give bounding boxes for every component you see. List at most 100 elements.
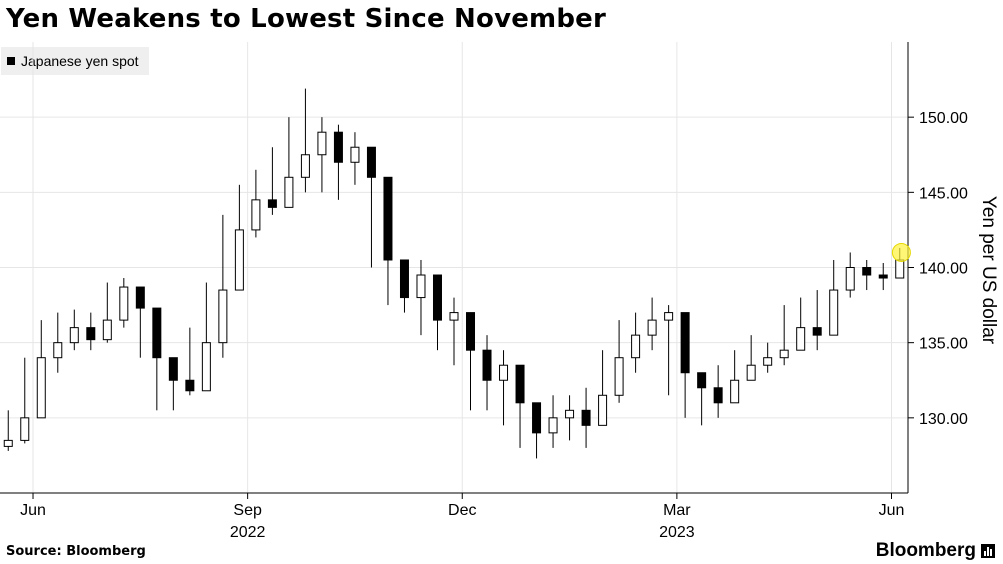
candle	[119, 278, 129, 328]
candle	[168, 357, 178, 411]
candle-body	[251, 199, 261, 231]
candle	[697, 372, 707, 426]
candle-body	[515, 364, 525, 404]
brand-text: Bloomberg	[875, 540, 976, 561]
candle	[548, 395, 558, 448]
candle-body	[829, 289, 839, 336]
x-tick-label: Mar	[663, 502, 691, 519]
candle	[218, 214, 228, 358]
legend: Japanese yen spot	[1, 47, 149, 75]
candle-body	[862, 267, 872, 276]
candle-body	[234, 229, 244, 291]
candle	[135, 286, 145, 358]
candle	[69, 309, 79, 351]
candle-body	[284, 176, 294, 208]
candle-body	[631, 334, 641, 359]
candle-body	[20, 417, 30, 441]
candle	[499, 350, 509, 426]
candle-body	[168, 357, 178, 381]
candle	[779, 305, 789, 366]
candle	[333, 124, 343, 200]
candle-body	[532, 402, 542, 434]
x-axis: Jun Sep Dec Mar Jun 2022 2023	[0, 492, 908, 541]
candle	[3, 410, 13, 451]
candle	[746, 335, 756, 381]
candle-body	[201, 342, 211, 392]
candle	[416, 259, 426, 336]
candle-body	[845, 267, 855, 291]
candle-body	[581, 409, 591, 426]
candle	[152, 307, 162, 411]
candle-body	[697, 372, 707, 389]
candle	[399, 259, 409, 313]
candle-body	[267, 199, 277, 208]
y-tick-label: 135.00	[919, 336, 968, 353]
candle	[796, 297, 806, 351]
candle	[565, 395, 575, 441]
candle	[829, 259, 839, 336]
grid-lines	[0, 42, 908, 493]
candle-body	[466, 312, 476, 351]
candle-body	[565, 409, 575, 419]
candle-body	[713, 387, 723, 404]
candle	[317, 117, 327, 193]
candle	[532, 402, 542, 459]
candle	[201, 282, 211, 392]
candle-body	[119, 286, 129, 321]
candle	[878, 262, 888, 291]
candle	[86, 312, 96, 351]
x-year-label: 2022	[230, 524, 266, 541]
candle	[350, 132, 360, 185]
y-tick-label: 145.00	[919, 185, 968, 202]
candle	[466, 312, 476, 411]
candle-body	[763, 357, 773, 366]
candle-body	[548, 417, 558, 434]
candle-body	[432, 274, 442, 321]
candle-body	[614, 357, 624, 396]
candle	[581, 387, 591, 448]
candle-body	[383, 176, 393, 261]
candle-body	[878, 274, 888, 279]
x-tick-label: Jun	[20, 502, 46, 519]
candle-body	[812, 327, 822, 336]
candle-body	[746, 364, 756, 381]
candle-body	[449, 312, 459, 321]
candle-body	[317, 131, 327, 156]
y-tick-label: 130.00	[919, 411, 968, 428]
bloomberg-logo: Bloomberg	[876, 540, 995, 562]
candle-body	[152, 307, 162, 359]
candle-body	[416, 274, 426, 299]
candle-body	[499, 364, 509, 381]
legend-swatch	[7, 57, 15, 65]
highlight-marker	[891, 242, 911, 262]
candle	[267, 147, 277, 215]
candle-body	[598, 394, 608, 426]
candle-body	[399, 259, 409, 299]
candle	[664, 305, 674, 396]
candle	[614, 320, 624, 403]
candle-body	[185, 379, 195, 392]
bar-chart-icon	[981, 544, 995, 558]
candle-body	[102, 319, 112, 341]
chart-title: Yen Weakens to Lowest Since November	[6, 4, 607, 34]
candle-body	[333, 131, 343, 163]
candle	[185, 327, 195, 396]
candle-body	[895, 259, 905, 279]
candle-body	[366, 146, 376, 178]
candle	[515, 364, 525, 448]
candle	[251, 169, 261, 238]
source-note: Source: Bloomberg	[6, 544, 146, 559]
x-tick-label: Dec	[448, 502, 476, 519]
candle	[53, 312, 63, 373]
candle-body	[779, 349, 789, 359]
candle	[647, 297, 657, 351]
y-axis-label: Yen per US dollar	[978, 196, 999, 345]
candle-body	[86, 327, 96, 341]
candle	[482, 335, 492, 411]
candle	[845, 252, 855, 298]
candle	[432, 274, 442, 351]
candle	[383, 176, 393, 306]
candles	[3, 88, 905, 459]
candle-body	[218, 289, 228, 344]
